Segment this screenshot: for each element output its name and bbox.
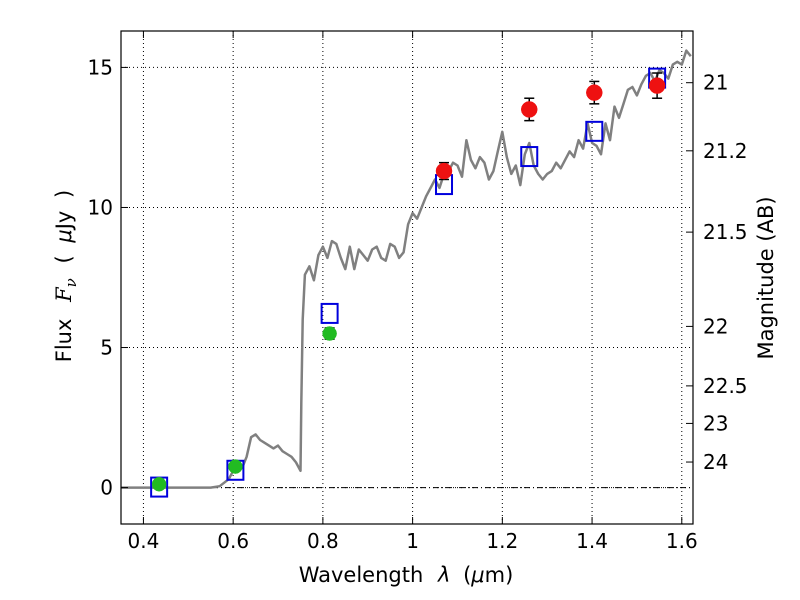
data-markers — [150, 67, 667, 498]
nir-photometry-point — [586, 84, 603, 101]
optical-photometry-point — [322, 326, 337, 341]
x-tick-label: 0.4 — [128, 529, 160, 553]
plot-frame — [120, 30, 694, 525]
y2-tick-label: 22 — [703, 314, 728, 338]
y-axis-title: Flux Fν ( μJy ) — [52, 190, 81, 363]
y2-tick-label: 21.5 — [703, 220, 748, 244]
x-tick-label: 1.4 — [576, 529, 608, 553]
grid-lines — [121, 31, 693, 524]
x-axis-title: Wavelength λ (μm) — [299, 563, 514, 587]
optical-photometry-point — [228, 459, 243, 474]
y-tick-label: 0 — [100, 476, 113, 500]
x-tick-label: 1 — [406, 529, 419, 553]
axis-ticks: 0.4 0.6 0.8 1 1.2 1.4 1.6 0 5 10 15 21 21.2 21.5 22 22.… — [88, 31, 748, 553]
nir-photometry-point — [648, 77, 666, 94]
y2-tick-label: 24 — [703, 450, 728, 474]
model-spectrum-line — [121, 49, 692, 489]
nir-photometry-point — [435, 162, 453, 180]
y2-tick-label: 21 — [703, 71, 728, 95]
optical-photometry-point — [151, 476, 167, 492]
x-tick-label: 0.6 — [217, 529, 249, 553]
y2-tick-label: 22.5 — [703, 374, 748, 398]
y2-tick-label: 21.2 — [703, 139, 748, 163]
model-photometry-square — [585, 120, 604, 142]
y-tick-label: 5 — [100, 336, 113, 360]
x-tick-label: 1.6 — [666, 529, 698, 553]
y2-tick-label: 23 — [703, 411, 728, 435]
y2-axis-title: Magnitude (AB) — [754, 196, 778, 359]
model-photometry-square — [520, 146, 539, 168]
x-tick-label: 1.2 — [486, 529, 518, 553]
x-tick-label: 0.8 — [307, 529, 339, 553]
y-tick-label: 10 — [88, 195, 113, 219]
nir-photometry-point — [521, 101, 538, 118]
y-tick-label: 15 — [88, 55, 113, 79]
model-photometry-square — [320, 302, 339, 324]
